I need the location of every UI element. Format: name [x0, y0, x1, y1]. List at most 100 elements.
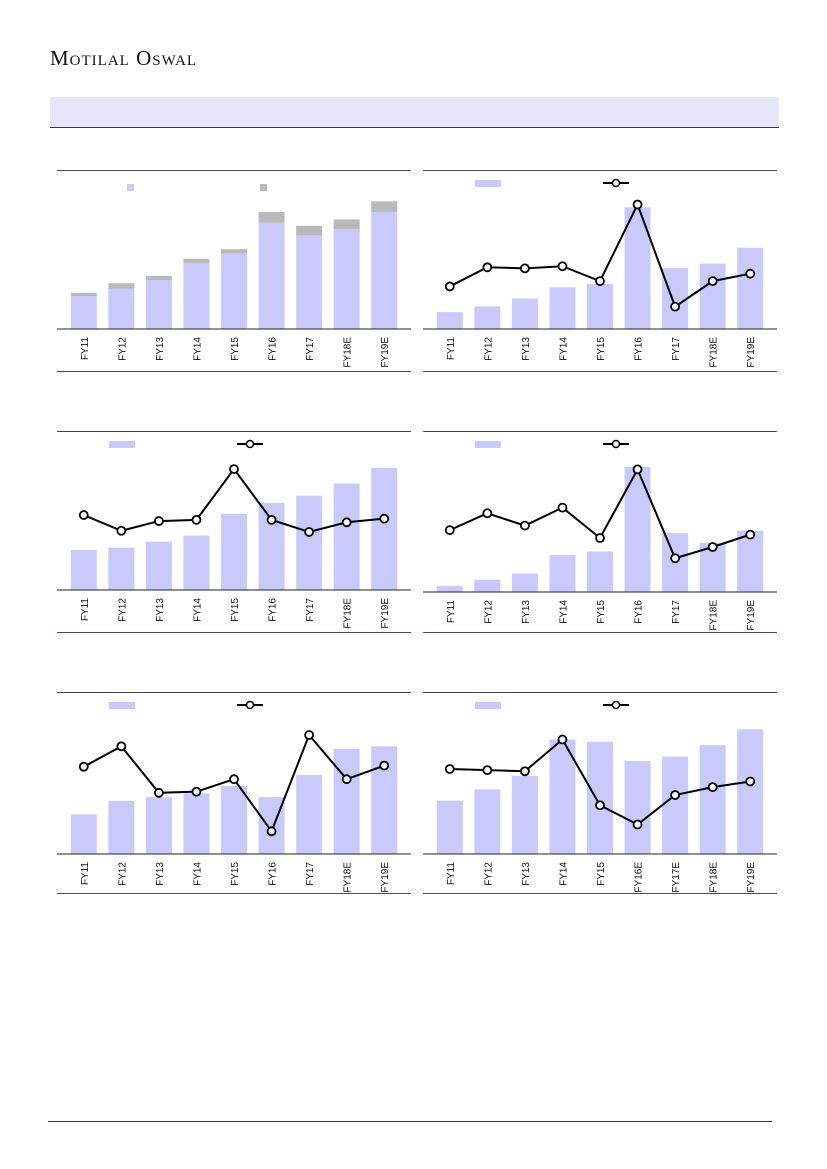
bar: [183, 793, 210, 854]
line-point: [229, 464, 239, 474]
x-tick-label: FY13: [155, 337, 166, 361]
bar: [371, 467, 398, 590]
x-tick-label: FY18E: [343, 598, 354, 629]
x-tick-label: FY15: [230, 862, 241, 886]
line-point: [444, 525, 455, 536]
x-tick-label: FY17: [305, 862, 316, 886]
x-tick-label: FY17: [671, 600, 682, 624]
line-point: [707, 542, 718, 552]
chart-6: FY11 FY12 FY13 FY14 FY15 FY16E FY17E FY18E FY19E: [423, 700, 777, 893]
x-tick-label: FY14: [192, 862, 203, 886]
x-tick-label: FY16: [634, 600, 645, 624]
x-tick-label: FY19E: [746, 862, 757, 893]
bar: [511, 573, 538, 592]
x-tick-label: FY18E: [343, 862, 354, 893]
bar-stack: [296, 225, 323, 236]
line-point: [670, 553, 681, 564]
legend-swatch-stack: [260, 184, 267, 191]
bar: [221, 786, 247, 854]
x-tick-label: FY18E: [709, 337, 720, 368]
chart-panel-5: FY11 FY12 FY13 FY14 FY15 FY16 FY17 FY18E FY19E: [57, 692, 411, 894]
bar: [587, 551, 613, 592]
line-point: [78, 510, 89, 520]
x-tick-label: FY11: [446, 600, 457, 624]
chart-3: FY11 FY12 FY13 FY14 FY15 FY16 FY17 FY18E FY19E: [57, 439, 411, 629]
line-point: [707, 276, 718, 287]
chart-panel-6: FY11 FY12 FY13 FY14 FY15 FY16E FY17E FY18E FY19E: [423, 692, 777, 894]
x-tick-label: FY11: [80, 337, 91, 361]
legend-swatch-marker: [611, 178, 621, 188]
legend-swatch-marker: [611, 439, 621, 449]
x-tick-label: FY12: [483, 337, 494, 361]
chart-2: FY11 FY12 FY13 FY14 FY15 FY16 FY17 FY18E FY19E: [423, 178, 777, 368]
x-tick-label: FY19E: [380, 337, 391, 368]
bar-stack: [145, 275, 172, 281]
line-point: [229, 774, 239, 785]
bar-stack: [333, 219, 360, 229]
bar: [699, 263, 726, 329]
line-point: [519, 520, 530, 531]
chart-panel-3: FY11 FY12 FY13 FY14 FY15 FY16 FY17 FY18E FY19E: [57, 431, 411, 633]
bar-stack: [258, 211, 285, 223]
x-tick-label: FY12: [483, 600, 494, 624]
bar: [436, 585, 463, 592]
line-point: [379, 513, 390, 524]
x-tick-label: FY14: [558, 337, 569, 361]
line-point: [557, 261, 568, 272]
x-tick-label: FY19E: [380, 862, 391, 893]
line-point: [153, 787, 164, 798]
bar: [436, 800, 463, 854]
line-point: [116, 525, 127, 536]
bar: [511, 775, 538, 854]
line-point: [379, 760, 390, 771]
line-point: [745, 268, 756, 279]
x-tick-label: FY15: [230, 598, 241, 622]
section-header-bar: [50, 97, 779, 128]
x-tick-label: FY16: [634, 337, 645, 361]
line-point: [444, 281, 455, 292]
bar-stack: [108, 283, 135, 289]
line-point: [304, 527, 315, 537]
line-point: [557, 502, 568, 513]
x-tick-label: FY13: [521, 862, 532, 886]
bar: [549, 287, 576, 329]
x-tick-label: FY19E: [746, 337, 757, 368]
bar: [70, 550, 97, 590]
bar: [70, 296, 97, 329]
bar: [587, 283, 613, 329]
x-tick-label: FY17E: [671, 862, 682, 893]
bar: [296, 495, 323, 590]
bar-stack: [371, 201, 398, 212]
x-tick-label: FY12: [483, 862, 494, 886]
legend-swatch-marker: [245, 700, 255, 710]
x-tick-label: FY15: [596, 337, 607, 361]
x-tick-label: FY13: [155, 598, 166, 622]
bar: [145, 280, 172, 329]
x-tick-label: FY14: [558, 862, 569, 886]
line-point: [745, 529, 756, 540]
x-tick-label: FY18E: [709, 862, 720, 893]
line-point: [304, 730, 315, 740]
x-tick-label: FY13: [521, 337, 532, 361]
legend-swatch-bar: [109, 702, 135, 709]
line-point: [595, 800, 605, 811]
bar: [108, 547, 135, 590]
line-point: [482, 508, 493, 519]
bar: [108, 800, 135, 854]
bar: [70, 814, 97, 854]
bar: [183, 263, 210, 329]
x-tick-label: FY16E: [634, 862, 645, 893]
chart-panel-2: FY11 FY12 FY13 FY14 FY15 FY16 FY17 FY18E FY19E: [423, 170, 777, 372]
line-point: [595, 276, 605, 287]
x-tick-label: FY13: [521, 600, 532, 624]
bar: [699, 745, 726, 854]
bar: [108, 288, 135, 329]
line-point: [78, 761, 89, 772]
bar: [549, 739, 576, 854]
bar: [145, 797, 172, 854]
line-point: [557, 734, 568, 745]
bar: [662, 268, 689, 329]
x-tick-label: FY16: [268, 862, 279, 886]
line-point: [191, 514, 202, 525]
x-tick-label: FY17: [305, 337, 316, 361]
